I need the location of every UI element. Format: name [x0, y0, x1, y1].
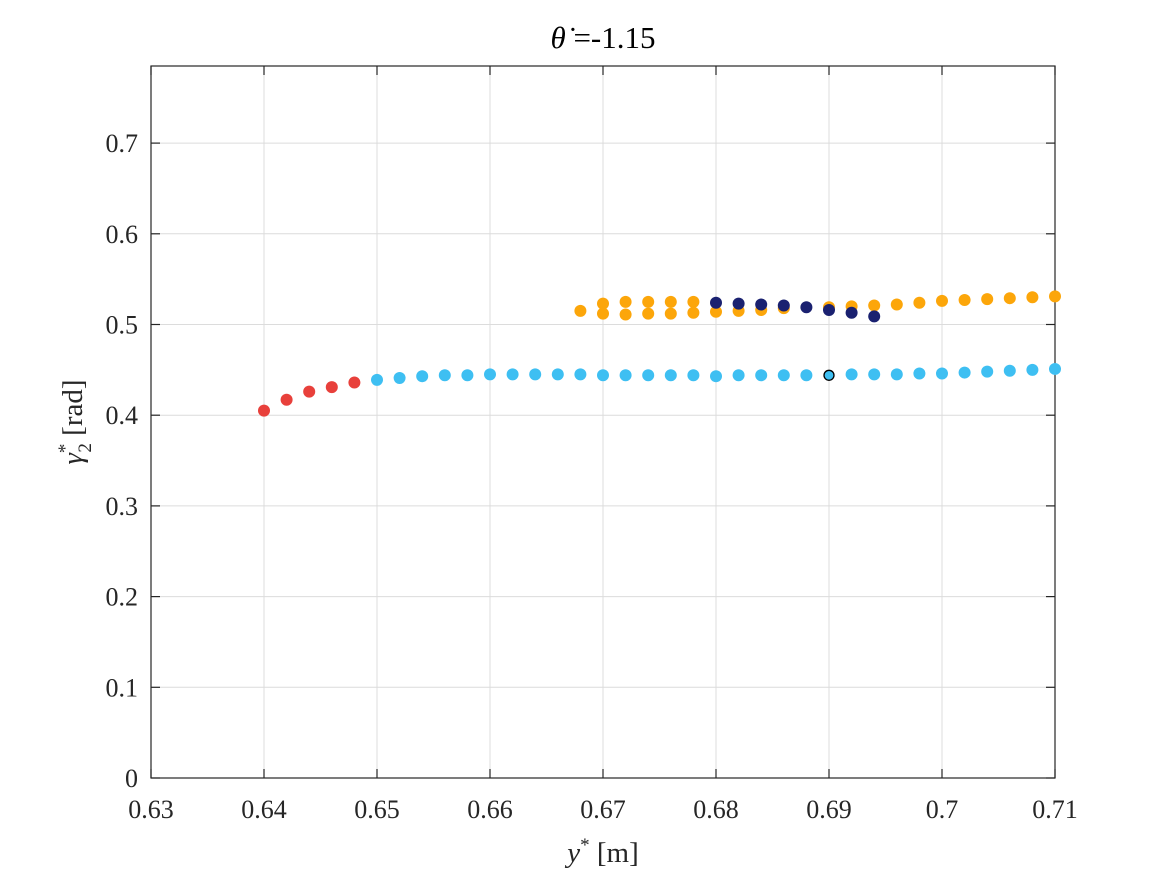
x-tick-label: 0.68: [693, 795, 739, 824]
data-point-series-4: [845, 306, 858, 319]
data-point-series-2: [845, 368, 858, 381]
data-point-series-2: [1003, 364, 1016, 377]
data-point-series-3: [642, 307, 655, 320]
data-point-series-2: [777, 369, 790, 382]
data-point-series-2: [416, 370, 429, 383]
x-tick-label: 0.69: [806, 795, 852, 824]
title-value: =-1.15: [573, 20, 655, 55]
data-point-series-3: [936, 294, 948, 307]
data-point-series-3: [958, 294, 971, 307]
data-point-series-2: [393, 372, 406, 385]
axis-ticks: [150, 66, 1056, 779]
y-tick-label: 0: [125, 764, 138, 793]
data-point-series-2: [687, 369, 700, 382]
x-tick-label: 0.67: [580, 795, 626, 824]
data-point-series-3: [687, 306, 700, 319]
data-point-series-4: [732, 297, 745, 310]
data-point-series-1: [325, 381, 338, 394]
data-point-series-3: [664, 307, 677, 320]
data-point-series-4: [800, 301, 813, 314]
data-point-series-2: [800, 369, 813, 382]
data-point-series-2: [868, 368, 881, 381]
data-point-series-2: [484, 368, 496, 381]
data-point-series-2: [755, 369, 768, 382]
data-point-series-2: [574, 368, 587, 381]
x-tick-label: 0.71: [1032, 795, 1078, 824]
y-tick-label: 0.7: [106, 129, 139, 158]
data-point-series-2: [913, 367, 926, 380]
data-point-series-3: [619, 308, 632, 321]
data-point-series-4: [823, 303, 835, 316]
data-point-series-4: [755, 298, 768, 311]
data-point-series-3: [981, 293, 994, 306]
y-tick-labels: 0 0.1 0.2 0.3 0.4 0.5 0.6 0.7: [106, 129, 139, 793]
y-axis-title: γ*2 [rad]: [55, 379, 96, 464]
data-point-series-3: [1049, 290, 1061, 303]
data-point-series-2: [597, 369, 609, 382]
x-tick-label: 0.66: [467, 795, 513, 824]
data-point-series-2: [506, 368, 519, 381]
data-point-series-3: [574, 304, 587, 317]
data-point-series-2: [642, 369, 655, 382]
data-point-series-5: [823, 369, 835, 381]
x-tick-label: 0.63: [128, 795, 174, 824]
x-axis-title: y* [m]: [564, 835, 639, 869]
data-point-series-4: [777, 299, 790, 312]
data-point-series-3: [642, 295, 655, 308]
data-point-series-1: [348, 376, 361, 389]
x-tick-label: 0.7: [926, 795, 959, 824]
data-point-series-3: [619, 295, 632, 308]
data-point-series-3: [913, 296, 926, 309]
x-tick-label: 0.64: [241, 795, 287, 824]
data-point-series-1: [258, 404, 270, 417]
data-point-series-3: [664, 295, 677, 308]
data-point-series-2: [619, 369, 632, 382]
y-tick-label: 0.4: [106, 401, 139, 430]
y-tick-label: 0.6: [106, 220, 139, 249]
data-point-series-2: [551, 368, 564, 381]
data-points: [258, 290, 1061, 417]
data-point-series-2: [1026, 363, 1039, 376]
x-tick-labels: 0.63 0.64 0.65 0.66 0.67 0.68 0.69 0.7 0.71: [128, 795, 1078, 824]
data-point-series-2: [371, 373, 383, 386]
y-tick-label: 0.3: [106, 492, 139, 521]
data-point-series-3: [890, 298, 903, 311]
chart-title: θ̇ =-1.15: [550, 20, 655, 55]
data-point-series-1: [280, 393, 293, 406]
data-point-series-4: [868, 310, 881, 323]
data-point-series-3: [597, 307, 609, 320]
data-point-series-3: [1026, 291, 1039, 304]
data-point-series-2: [438, 369, 451, 382]
data-point-series-2: [958, 366, 971, 379]
data-point-series-3: [687, 295, 700, 308]
y-tick-label: 0.2: [106, 583, 139, 612]
data-point-series-2: [890, 368, 903, 381]
data-point-series-3: [1003, 292, 1016, 305]
data-point-series-4: [710, 296, 722, 309]
y-tick-label: 0.5: [106, 310, 139, 339]
data-point-series-2: [732, 369, 745, 382]
data-point-series-2: [981, 365, 994, 378]
grid: [150, 66, 1056, 779]
x-tick-label: 0.65: [354, 795, 400, 824]
title-theta-dot: θ̇: [550, 20, 574, 55]
data-point-series-2: [529, 368, 542, 381]
data-point-series-3: [597, 297, 609, 310]
y-tick-label: 0.1: [106, 673, 139, 702]
data-point-series-2: [1049, 362, 1061, 375]
data-point-series-2: [664, 369, 677, 382]
data-point-series-1: [303, 385, 316, 398]
data-point-series-2: [936, 367, 948, 380]
data-point-series-2: [710, 370, 722, 383]
data-point-series-3: [710, 305, 722, 318]
data-point-series-2: [461, 369, 474, 382]
data-point-series-3: [868, 299, 881, 312]
